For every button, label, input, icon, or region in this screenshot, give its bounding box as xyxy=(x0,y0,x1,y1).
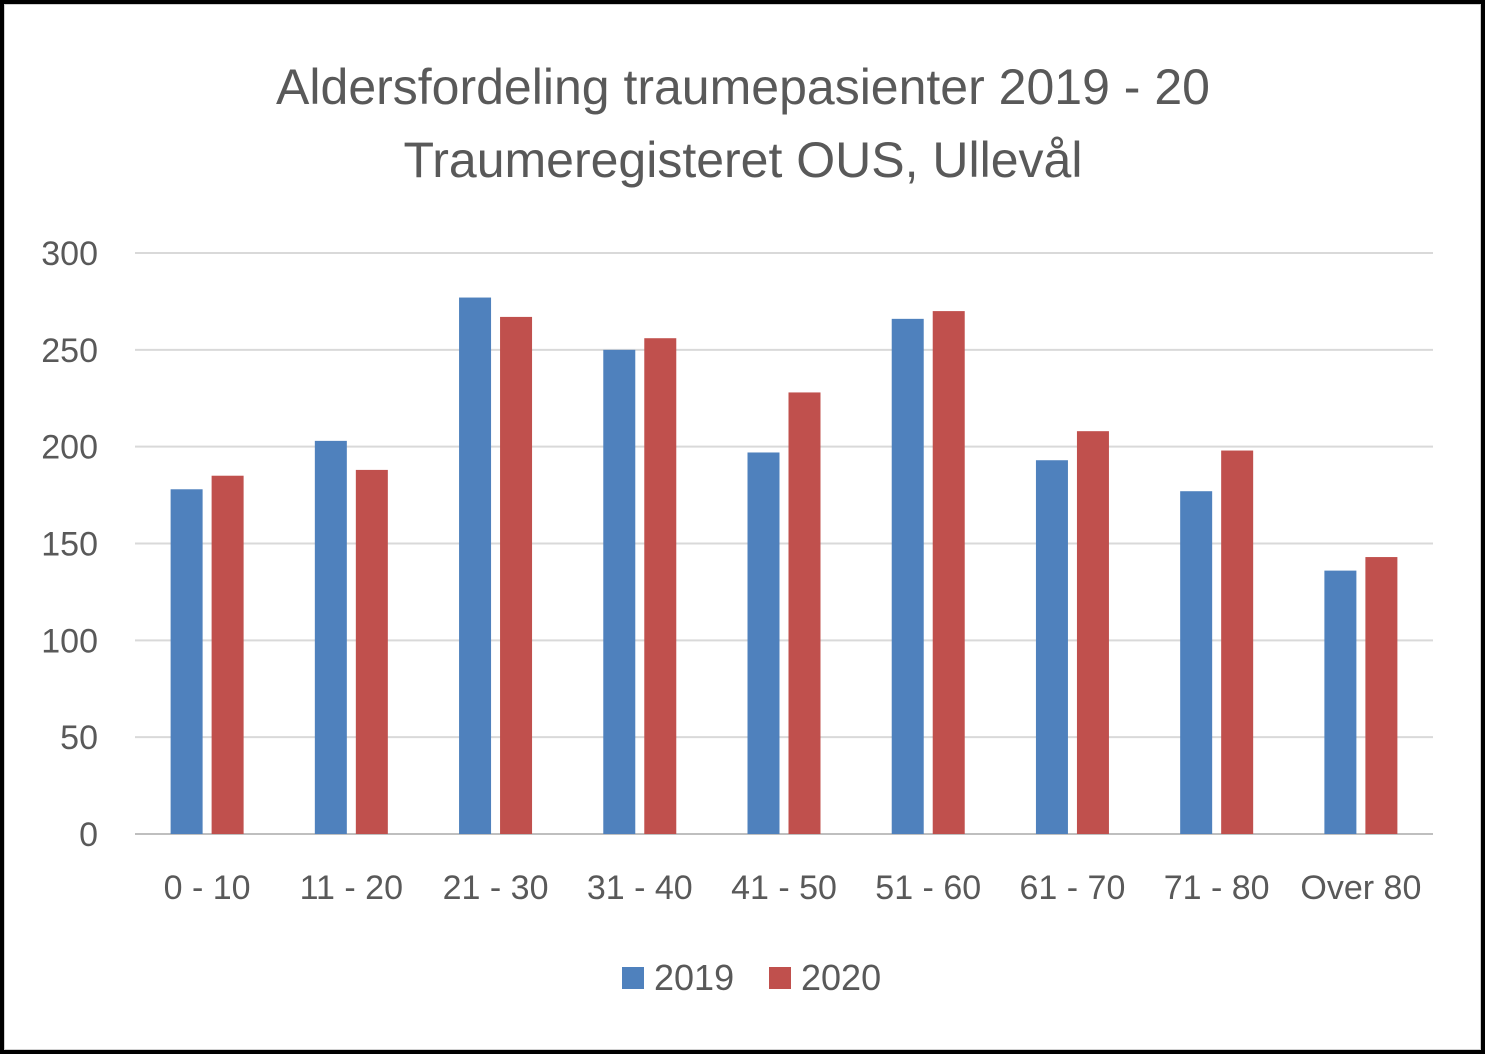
x-tick-label: 31 - 40 xyxy=(587,869,693,907)
bar-2019-4 xyxy=(603,349,636,834)
bar-2019-9 xyxy=(1324,570,1357,834)
bar-2019-8 xyxy=(1180,491,1213,834)
y-tick-label: 0 xyxy=(79,816,98,854)
y-axis-ticks: 0 50 100 150 200 250 300 xyxy=(41,235,98,854)
y-tick-label: 300 xyxy=(41,235,98,273)
bars xyxy=(170,297,1398,835)
bar-2020-3 xyxy=(500,316,533,834)
x-tick-label: 61 - 70 xyxy=(1020,869,1126,907)
x-tick-label: 0 - 10 xyxy=(164,869,251,907)
y-tick-label: 250 xyxy=(41,332,98,370)
gridlines xyxy=(135,252,1433,835)
chart-subtitle: Traumeregisteret OUS, Ullevål xyxy=(404,132,1083,188)
bar-2019-3 xyxy=(459,297,492,834)
legend-label-2020: 2020 xyxy=(801,957,881,998)
y-tick-label: 150 xyxy=(41,526,98,564)
bar-2020-9 xyxy=(1365,557,1398,834)
bar-2020-1 xyxy=(211,475,244,834)
y-tick-label: 100 xyxy=(41,622,98,660)
bar-2019-5 xyxy=(747,452,780,834)
chart-title: Aldersfordeling traumepasienter 2019 - 2… xyxy=(276,59,1210,115)
x-tick-label: Over 80 xyxy=(1300,869,1421,907)
bar-2020-2 xyxy=(355,469,388,834)
x-tick-label: 41 - 50 xyxy=(731,869,837,907)
bar-2020-8 xyxy=(1221,450,1254,834)
bar-2019-7 xyxy=(1035,460,1068,834)
y-tick-label: 50 xyxy=(60,719,98,757)
x-axis-ticks: 0 - 10 11 - 20 21 - 30 31 - 40 41 - 50 51 - 6… xyxy=(164,869,1422,907)
legend-swatch-2020 xyxy=(769,967,791,989)
y-tick-label: 200 xyxy=(41,429,98,467)
bar-2019-1 xyxy=(170,489,203,834)
bar-2020-6 xyxy=(932,311,965,835)
legend: 2019 2020 xyxy=(622,957,881,998)
bar-2019-2 xyxy=(314,440,347,834)
x-tick-label: 51 - 60 xyxy=(875,869,981,907)
x-tick-label: 71 - 80 xyxy=(1164,869,1270,907)
chart-frame: Aldersfordeling traumepasienter 2019 - 2… xyxy=(4,4,1481,1050)
x-tick-label: 21 - 30 xyxy=(443,869,549,907)
bar-2020-4 xyxy=(644,338,677,834)
legend-label-2019: 2019 xyxy=(654,957,734,998)
x-tick-label: 11 - 20 xyxy=(300,869,403,907)
bar-2020-5 xyxy=(788,392,821,834)
legend-swatch-2019 xyxy=(622,967,644,989)
bar-2020-7 xyxy=(1076,431,1109,834)
bar-chart: Aldersfordeling traumepasienter 2019 - 2… xyxy=(41,59,1433,998)
bar-2019-6 xyxy=(891,318,924,834)
